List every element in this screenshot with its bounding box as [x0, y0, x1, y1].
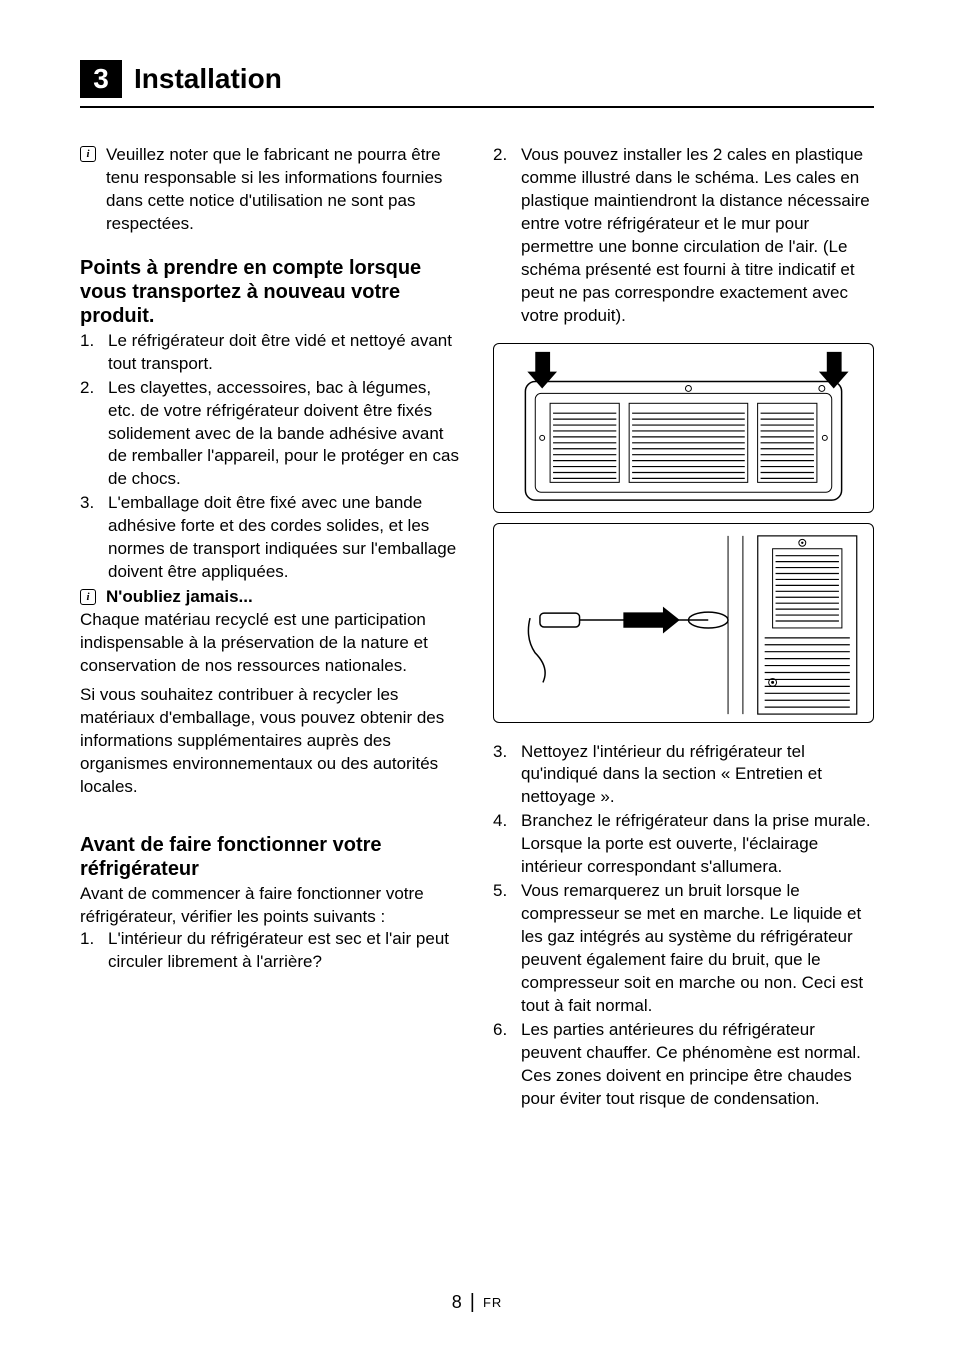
list-item: Vous remarquerez un bruit lorsque le com…	[493, 880, 874, 1018]
info-icon: i	[80, 146, 96, 162]
list-item: Vous pouvez installer les 2 cales en pla…	[493, 144, 874, 328]
chapter-title: Installation	[134, 63, 282, 95]
right-list-top: Vous pouvez installer les 2 cales en pla…	[493, 144, 874, 329]
list-item-text: Nettoyez l'intérieur du réfrigérateur te…	[521, 741, 874, 810]
right-list-bottom: Nettoyez l'intérieur du réfrigérateur te…	[493, 741, 874, 1112]
list-item: Nettoyez l'intérieur du réfrigérateur te…	[493, 741, 874, 810]
left-column: i Veuillez noter que le fabricant ne pou…	[80, 144, 461, 1271]
list-item: Les clayettes, accessoires, bac à légume…	[80, 377, 461, 492]
chapter-number-badge: 3	[80, 60, 122, 98]
illustration-side-view	[493, 523, 874, 723]
footer-language: FR	[483, 1295, 502, 1310]
page-footer: 8 | FR	[80, 1271, 874, 1314]
list-item-text: L'intérieur du réfrigérateur est sec et …	[108, 928, 461, 974]
list-item-text: Vous remarquerez un bruit lorsque le com…	[521, 880, 874, 1018]
footer-separator: |	[470, 1291, 475, 1314]
list-item-text: Le réfrigérateur doit être vidé et netto…	[108, 330, 461, 376]
header-rule	[80, 106, 874, 108]
illustration-top-view	[493, 343, 874, 513]
section-title-transport: Points à prendre en compte lorsque vous …	[80, 256, 461, 328]
remember-title: N'oubliez jamais...	[106, 587, 253, 607]
list-item-text: Branchez le réfrigérateur dans la prise …	[521, 810, 874, 879]
info-icon: i	[80, 589, 96, 605]
list-item-text: L'emballage doit être fixé avec une band…	[108, 492, 461, 584]
footer-page-number: 8	[452, 1292, 462, 1313]
list-item: Le réfrigérateur doit être vidé et netto…	[80, 330, 461, 376]
right-column: Vous pouvez installer les 2 cales en pla…	[493, 144, 874, 1271]
list-item-text: Les clayettes, accessoires, bac à légume…	[108, 377, 461, 492]
remember-header: i N'oubliez jamais...	[80, 587, 461, 607]
transport-list: Le réfrigérateur doit être vidé et netto…	[80, 330, 461, 585]
section-title-before-use: Avant de faire fonctionner votre réfrigé…	[80, 833, 461, 881]
list-item-text: Vous pouvez installer les 2 cales en pla…	[521, 144, 874, 328]
list-item: Les parties antérieures du réfrigérateur…	[493, 1019, 874, 1111]
before-use-intro: Avant de commencer à faire fonctionner v…	[80, 883, 461, 929]
list-item: L'intérieur du réfrigérateur est sec et …	[80, 928, 461, 974]
remember-p2: Si vous souhaitez contribuer à recycler …	[80, 684, 461, 799]
list-item: L'emballage doit être fixé avec une band…	[80, 492, 461, 584]
notice-block: i Veuillez noter que le fabricant ne pou…	[80, 144, 461, 236]
before-use-list: L'intérieur du réfrigérateur est sec et …	[80, 928, 461, 975]
remember-p1: Chaque matériau recyclé est une particip…	[80, 609, 461, 678]
notice-text: Veuillez noter que le fabricant ne pourr…	[106, 144, 461, 236]
list-item-text: Les parties antérieures du réfrigérateur…	[521, 1019, 874, 1111]
chapter-header: 3 Installation	[80, 60, 874, 98]
list-item: Branchez le réfrigérateur dans la prise …	[493, 810, 874, 879]
